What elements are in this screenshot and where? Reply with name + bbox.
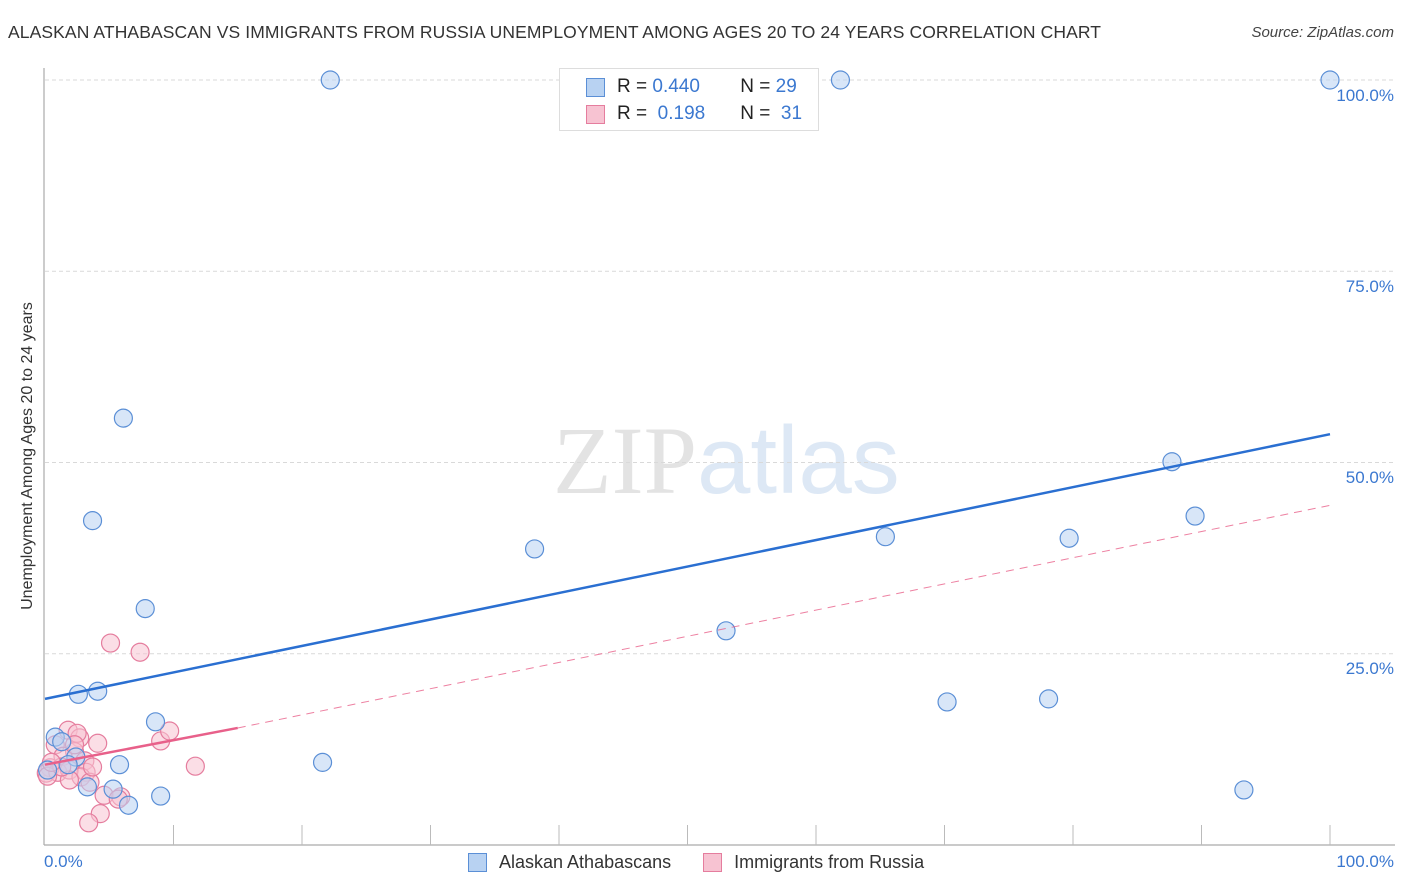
y-axis-label: Unemployment Among Ages 20 to 24 years (19, 302, 36, 610)
data-point (130, 642, 150, 662)
blue-swatch-icon (468, 853, 487, 872)
series-legend: Alaskan Athabascans Immigrants from Russ… (468, 852, 956, 873)
data-point (37, 760, 58, 780)
watermark-atlas: atlas (697, 407, 900, 514)
chart-title: ALASKAN ATHABASCAN VS IMMIGRANTS FROM RU… (8, 22, 1102, 42)
data-point (151, 786, 171, 806)
data-point (109, 755, 130, 775)
data-point (937, 692, 957, 712)
legend-row-athabascans: R = 0.440 N = 29 (586, 75, 797, 99)
data-point (88, 733, 108, 753)
gridlines (45, 79, 1395, 655)
data-point (875, 527, 895, 547)
data-point (113, 408, 133, 428)
trend-line-athabascans (44, 432, 1331, 701)
data-point (82, 757, 103, 777)
zipatlas-watermark: ZIPatlas (553, 405, 900, 516)
series-alaskan-athabascans (37, 70, 1340, 815)
r-value: 0.198 (652, 103, 706, 124)
r-value: 0.440 (652, 76, 700, 97)
source-label: Source: ZipAtlas.com (1251, 24, 1394, 41)
data-point (77, 777, 98, 797)
y-tick-50: 50.0% (1345, 468, 1394, 487)
data-point (524, 539, 545, 559)
data-point (716, 621, 736, 641)
r-label: R = (617, 103, 648, 124)
trend-line-russia-extrapolated (237, 504, 1331, 729)
trend-lines (44, 432, 1331, 766)
blue-swatch-icon (586, 77, 605, 97)
pink-swatch-icon (703, 853, 723, 872)
data-point (1320, 70, 1340, 90)
y-tick-100: 100.0% (1336, 86, 1394, 105)
data-point (320, 70, 340, 90)
trend-line-russia (44, 726, 238, 766)
watermark-zip: ZIP (553, 407, 697, 514)
y-tick-75: 75.0% (1345, 277, 1394, 296)
data-point (1059, 528, 1079, 548)
data-point (82, 511, 103, 531)
data-point (52, 732, 72, 752)
data-point (830, 70, 851, 90)
data-point (1234, 780, 1254, 800)
data-point (100, 633, 121, 653)
legend-item-athabascans[interactable]: Alaskan Athabascans (468, 852, 671, 873)
data-point (1038, 689, 1059, 709)
axes-lines (43, 68, 1395, 846)
r-label: R = (617, 76, 648, 97)
x-tick-0: 0.0% (44, 852, 83, 871)
data-point (1185, 506, 1205, 526)
data-point (118, 795, 139, 815)
legend-label: Immigrants from Russia (734, 852, 925, 872)
x-tick-100: 100.0% (1336, 852, 1394, 871)
correlation-legend: R = 0.440 N = 29 R = 0.198 N = 31 (559, 68, 819, 131)
pink-swatch-icon (586, 104, 605, 124)
legend-item-russia[interactable]: Immigrants from Russia (703, 852, 924, 873)
y-tick-25: 25.0% (1345, 659, 1394, 678)
n-label: N = (740, 76, 771, 97)
legend-label: Alaskan Athabascans (499, 852, 672, 872)
n-label: N = (740, 103, 771, 124)
data-point (79, 813, 99, 833)
data-point (312, 752, 333, 772)
n-value: 31 (775, 103, 803, 124)
data-point (103, 779, 123, 799)
data-point (135, 599, 155, 619)
data-point (185, 756, 205, 776)
data-point (145, 712, 166, 732)
n-value: 29 (775, 76, 797, 97)
legend-row-russia: R = 0.198 N = 31 (586, 102, 802, 126)
data-point (88, 681, 108, 701)
